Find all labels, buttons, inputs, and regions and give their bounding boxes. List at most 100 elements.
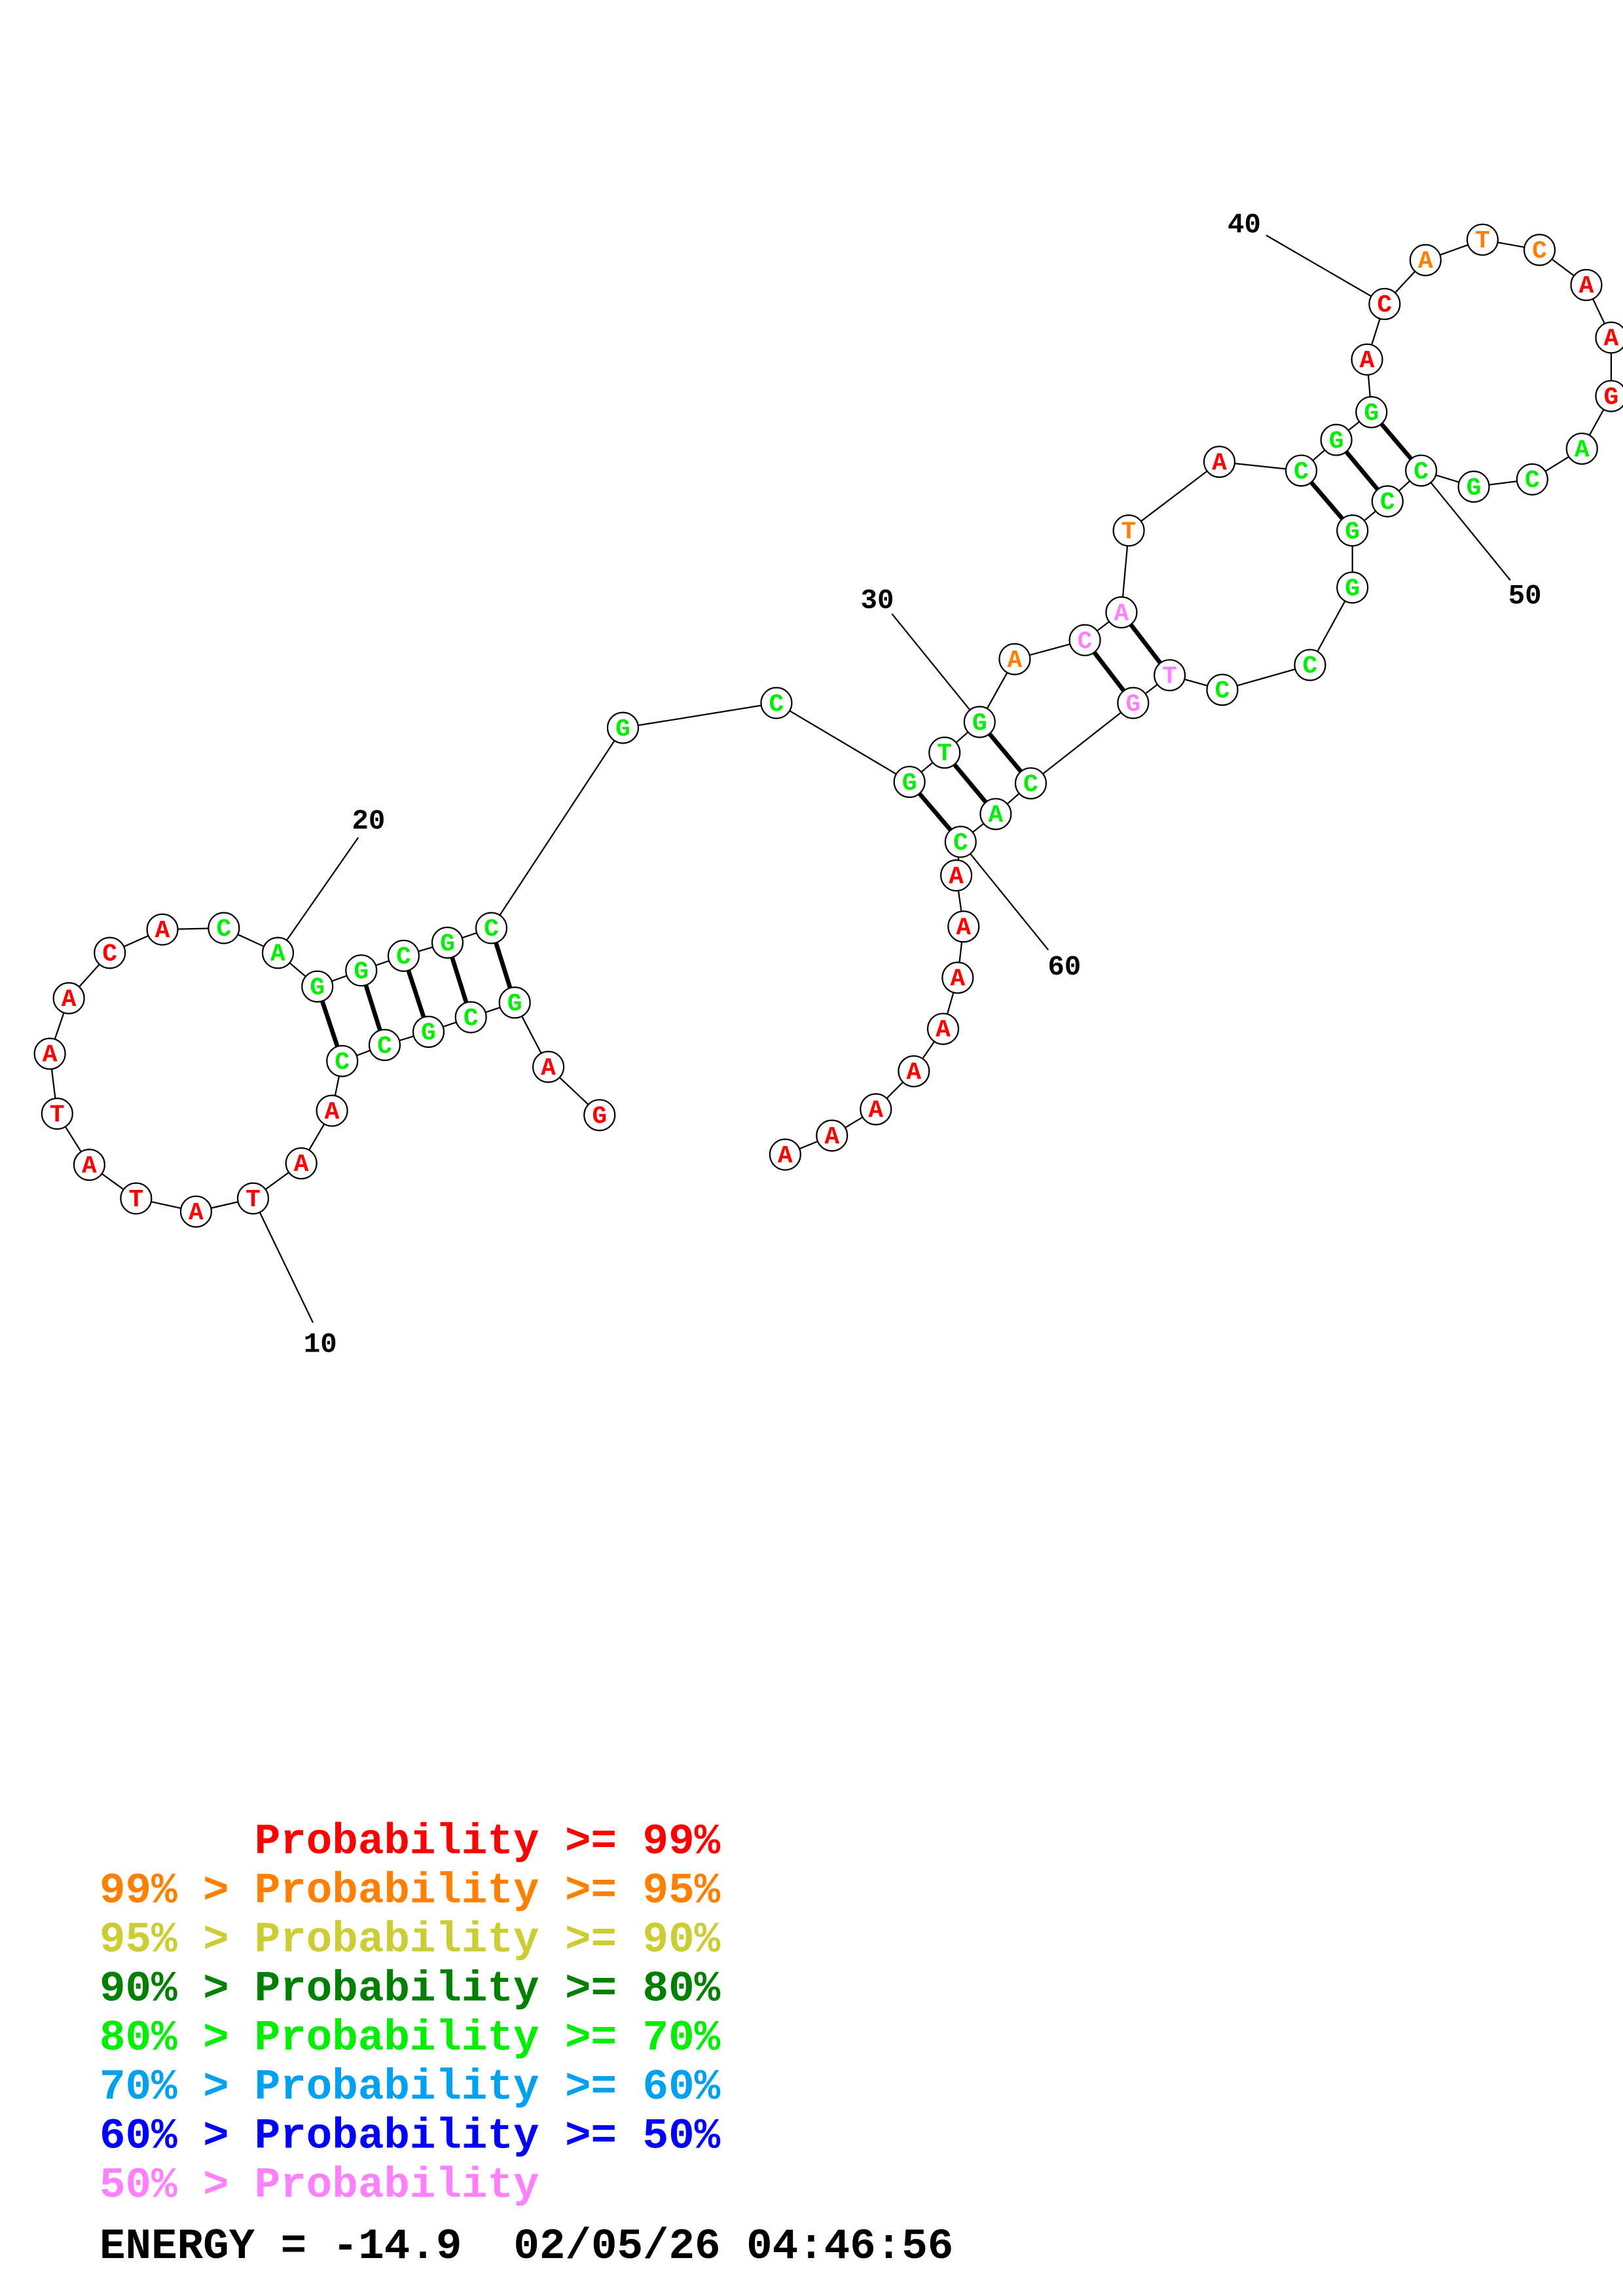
nucleotide (41, 1097, 73, 1130)
nucleotide (33, 1037, 66, 1070)
backbone (776, 702, 910, 783)
base-letter: G (615, 715, 630, 744)
base-letter: C (1303, 653, 1318, 681)
base-letter: A (956, 914, 971, 942)
nucleotide (179, 1195, 212, 1228)
nucleotide (1466, 223, 1499, 256)
base-letter: C (335, 1049, 350, 1077)
base-letter: T (1162, 662, 1177, 691)
legend-text: Probability >= 90% (255, 1915, 721, 1964)
position-tick (960, 841, 1049, 951)
nucleotide (583, 1099, 616, 1132)
base-letter: A (155, 917, 170, 945)
nucleotide (285, 1147, 318, 1180)
nucleotide (532, 1050, 565, 1083)
base-letter: G (972, 709, 987, 738)
nucleotide (1014, 767, 1048, 800)
legend-prefix: 90% > (100, 1964, 229, 2013)
nucleotide (387, 939, 420, 972)
base-letter: A (936, 1016, 951, 1045)
nucleotide (769, 1138, 801, 1171)
base-letter: C (1294, 458, 1309, 486)
nucleotide (326, 1045, 359, 1077)
nucleotide (1565, 432, 1598, 465)
position-tick (891, 613, 981, 723)
nucleotide (1355, 396, 1388, 429)
base-letter: C (1380, 489, 1395, 517)
nucleotide (475, 912, 508, 944)
nucleotide (431, 926, 464, 959)
base-letter: A (1212, 449, 1227, 477)
energy-line: ENERGY = -14.9 02/05/26 04:46:56 (100, 2222, 953, 2271)
base-letter: G (902, 769, 917, 797)
base-letter: A (1604, 325, 1619, 353)
nucleotide (926, 1013, 960, 1045)
backbone (1128, 461, 1220, 531)
legend-prefix: 99% > (100, 1866, 229, 1915)
base-letter: T (1122, 518, 1137, 546)
nucleotide (1105, 596, 1138, 629)
base-letter: C (377, 1032, 392, 1060)
base-letter: G (354, 958, 369, 986)
base-letter: A (541, 1054, 556, 1083)
nucleotide (454, 1001, 487, 1033)
nucleotide (1570, 268, 1603, 301)
nucleotide (1595, 321, 1623, 354)
nucleotide (94, 937, 126, 969)
base-letter: A (325, 1098, 340, 1126)
base-letter: T (50, 1101, 65, 1129)
base-letter: C (1525, 467, 1540, 495)
base-letter: A (988, 801, 1003, 829)
base-letter: A (1007, 647, 1022, 675)
legend-text: Probability (255, 2161, 539, 2210)
nucleotide (1409, 243, 1442, 277)
nucleotide (120, 1182, 153, 1215)
base-letter: A (949, 863, 964, 891)
base-letter: A (1114, 600, 1129, 628)
base-letter: G (421, 1019, 436, 1047)
position-label: 60 (1048, 952, 1081, 983)
base-letter: A (189, 1199, 204, 1227)
position-tick (277, 836, 359, 954)
base-letter: G (1604, 384, 1619, 412)
base-letter: G (1364, 399, 1379, 427)
backbone (1030, 702, 1134, 784)
base-letter: G (592, 1102, 607, 1130)
base-letter: A (1418, 247, 1433, 276)
nucleotide (898, 1055, 930, 1088)
base-letter: C (464, 1005, 479, 1033)
base-letter: T (246, 1186, 261, 1214)
base-letter: A (824, 1123, 839, 1151)
legend-prefix: 50% > (100, 2161, 229, 2210)
nucleotide (1294, 649, 1326, 681)
nucleotide (1336, 571, 1369, 604)
nucleotide (52, 982, 85, 1014)
base-letter: A (82, 1152, 97, 1180)
nucleotide (345, 954, 378, 987)
nucleotide (1516, 463, 1548, 495)
nucleotide (1351, 343, 1383, 376)
base-letter: A (1360, 347, 1375, 375)
position-label: 10 (304, 1329, 337, 1360)
nucleotide (1320, 423, 1353, 456)
base-letter: A (778, 1142, 793, 1170)
position-label: 20 (352, 806, 385, 837)
base-letter: A (906, 1059, 921, 1087)
position-label: 30 (861, 585, 894, 617)
backbone (623, 702, 777, 729)
legend-prefix: 80% > (100, 2014, 229, 2063)
nucleotide (947, 910, 980, 943)
base-letter: G (1467, 474, 1482, 502)
nucleotide (498, 986, 531, 1019)
base-letter: C (1215, 677, 1230, 706)
nucleotide (1112, 514, 1145, 547)
backbone (490, 727, 624, 929)
nucleotide (1405, 454, 1438, 487)
base-letter: G (310, 974, 325, 1002)
nucleotide (606, 711, 640, 744)
base-letter: C (1078, 628, 1093, 656)
legend-text: Probability >= 60% (255, 2063, 721, 2112)
legend-text: Probability >= 95% (255, 1866, 721, 1915)
nucleotide (236, 1182, 270, 1215)
position-tick (252, 1198, 314, 1323)
